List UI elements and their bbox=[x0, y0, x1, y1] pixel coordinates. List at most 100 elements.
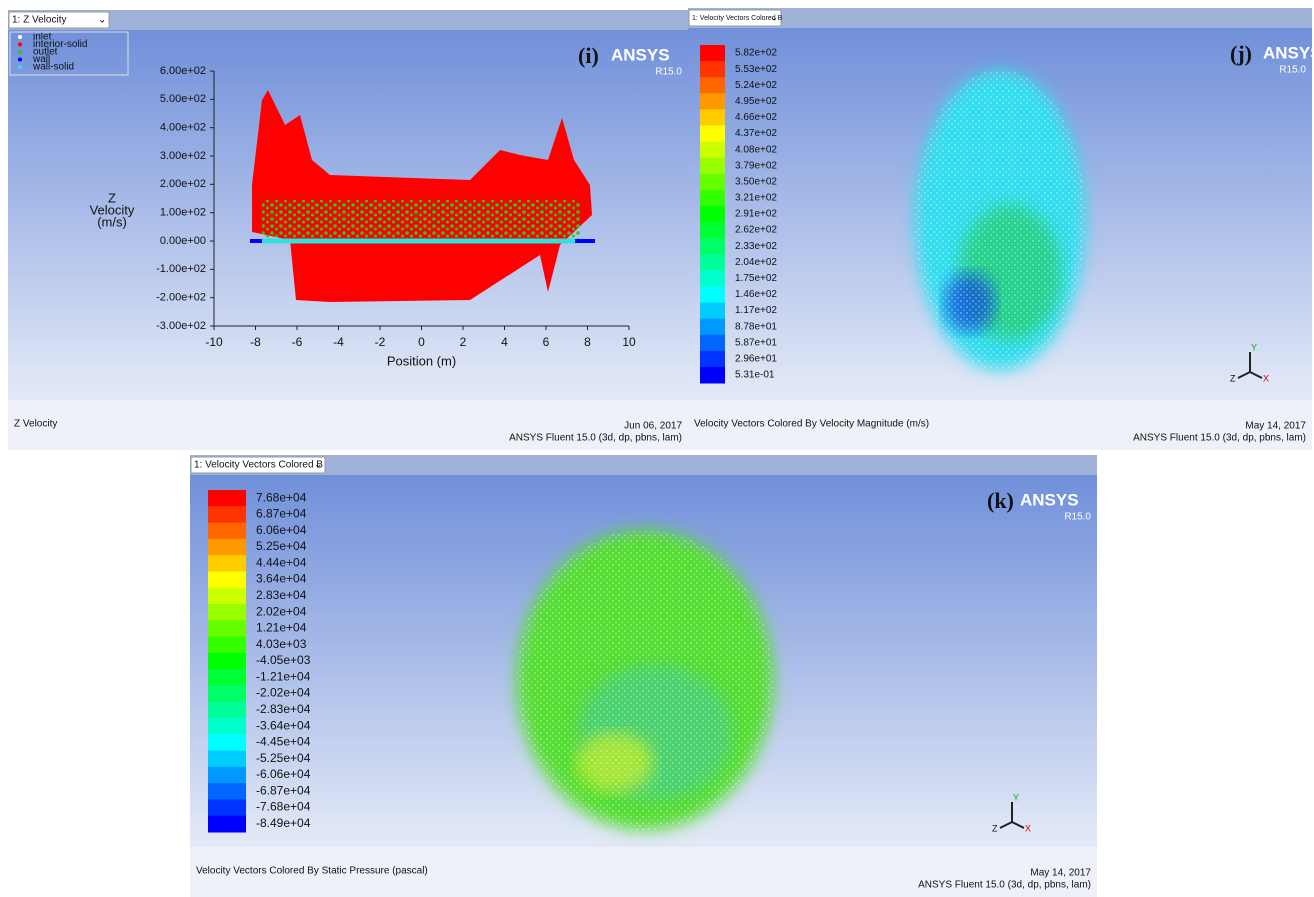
colorbar-swatch bbox=[700, 270, 725, 287]
triad-label: Z bbox=[992, 823, 998, 833]
colorbar-swatch bbox=[208, 506, 246, 523]
colorbar-swatch bbox=[208, 767, 246, 784]
colorbar-label: 4.37e+02 bbox=[735, 128, 777, 139]
colorbar-swatch bbox=[208, 539, 246, 556]
colorbar-label: 2.62e+02 bbox=[735, 225, 777, 236]
panel-label: (i) bbox=[578, 43, 599, 68]
colorbar-swatch bbox=[208, 718, 246, 735]
y-tick-label: 1.00e+02 bbox=[160, 207, 206, 219]
colorbar-label: -6.06e+04 bbox=[256, 767, 311, 781]
colorbar-label: -5.25e+04 bbox=[256, 751, 311, 765]
colorbar-label: 4.44e+04 bbox=[256, 555, 307, 569]
colorbar-swatch bbox=[700, 109, 725, 126]
x-tick-label: -6 bbox=[292, 335, 303, 349]
colorbar-swatch bbox=[700, 61, 725, 78]
colorbar-swatch bbox=[208, 669, 246, 686]
y-tick-label: 0.00e+00 bbox=[160, 235, 206, 247]
colorbar-label: 7.68e+04 bbox=[256, 490, 307, 504]
colorbar-label: 5.82e+02 bbox=[735, 48, 777, 59]
dropdown-arrow: ⌄ bbox=[314, 460, 322, 471]
footer-solver: ANSYS Fluent 15.0 (3d, dp, pbns, lam) bbox=[918, 880, 1091, 891]
colorbar-label: 5.25e+04 bbox=[256, 539, 307, 553]
colorbar-swatch bbox=[208, 523, 246, 540]
x-tick-label: 2 bbox=[460, 335, 467, 349]
colorbar-swatch bbox=[208, 751, 246, 768]
colorbar-swatch bbox=[700, 77, 725, 94]
colorbar-swatch bbox=[208, 799, 246, 816]
colorbar-label: 1.17e+02 bbox=[735, 305, 777, 316]
colorbar-swatch bbox=[208, 734, 246, 751]
colorbar-swatch bbox=[208, 653, 246, 670]
colorbar-swatch bbox=[208, 637, 246, 654]
colorbar-label: 2.91e+02 bbox=[735, 209, 777, 220]
colorbar-swatch bbox=[208, 604, 246, 621]
colorbar-swatch bbox=[208, 783, 246, 800]
colorbar-swatch bbox=[700, 174, 725, 191]
colorbar-swatch bbox=[208, 490, 246, 507]
triad-label: X bbox=[1263, 373, 1269, 383]
dropdown-text: 1: Z Velocity bbox=[12, 15, 66, 26]
x-tick-label: -8 bbox=[250, 335, 261, 349]
x-tick-label: 8 bbox=[584, 335, 591, 349]
screenshot: 1: Z Velocity ⌄ (i) ANSYS R15.0 Z Velocity Jun… bbox=[0, 0, 1314, 897]
y-tick-label: -2.00e+02 bbox=[156, 292, 206, 304]
legend-entry: wall-solid bbox=[32, 62, 74, 73]
colorbar-label: 4.66e+02 bbox=[735, 112, 777, 123]
footer-solver: ANSYS Fluent 15.0 (3d, dp, pbns, lam) bbox=[1133, 433, 1306, 444]
colorbar-swatch bbox=[208, 685, 246, 702]
y-tick-label: 2.00e+02 bbox=[160, 178, 206, 190]
colorbar-label: -2.02e+04 bbox=[256, 686, 311, 700]
x-tick-label: 6 bbox=[543, 335, 550, 349]
brand: ANSYS bbox=[1263, 43, 1314, 62]
colorbar-swatch bbox=[700, 303, 725, 320]
footer-left: Z Velocity bbox=[14, 419, 57, 430]
colorbar-swatch bbox=[208, 620, 246, 637]
colorbar-swatch bbox=[700, 319, 725, 336]
colorbar-label: 5.31e-01 bbox=[735, 370, 775, 381]
colorbar-swatch bbox=[700, 125, 725, 142]
colorbar-label: -6.87e+04 bbox=[256, 783, 311, 797]
y-tick-label: 4.00e+02 bbox=[160, 122, 206, 134]
colorbar-label: 3.50e+02 bbox=[735, 176, 777, 187]
colorbar-label: 3.21e+02 bbox=[735, 193, 777, 204]
x-tick-label: -10 bbox=[205, 335, 223, 349]
colorbar-swatch bbox=[700, 351, 725, 368]
colorbar-swatch bbox=[208, 555, 246, 572]
y-tick-label: 6.00e+02 bbox=[160, 65, 206, 77]
colorbar-label: -1.21e+04 bbox=[256, 669, 311, 683]
footer-date: May 14, 2017 bbox=[1030, 868, 1091, 879]
colorbar-label: -2.83e+04 bbox=[256, 702, 311, 716]
colorbar-label: -4.05e+03 bbox=[256, 653, 311, 667]
dropdown-text: 1: Velocity Vectors Colored B bbox=[692, 15, 783, 22]
brand: ANSYS bbox=[611, 45, 670, 64]
colorbar-swatch bbox=[700, 286, 725, 303]
colorbar-label: 4.03e+03 bbox=[256, 637, 307, 651]
colorbar-label: -3.64e+04 bbox=[256, 718, 311, 732]
colorbar-swatch bbox=[700, 190, 725, 207]
footer-date: Jun 06, 2017 bbox=[624, 421, 682, 432]
colorbar-swatch bbox=[700, 45, 725, 62]
version: R15.0 bbox=[1064, 512, 1091, 523]
colorbar-label: 1.75e+02 bbox=[735, 273, 777, 284]
colorbar-swatch bbox=[208, 816, 246, 833]
colorbar-swatch bbox=[208, 702, 246, 719]
outlet-points bbox=[262, 200, 580, 242]
header-bar bbox=[8, 10, 688, 30]
colorbar-swatch bbox=[700, 367, 725, 384]
colorbar-label: 2.02e+04 bbox=[256, 604, 307, 618]
colorbar-label: 5.87e+01 bbox=[735, 337, 777, 348]
brand: ANSYS bbox=[1020, 490, 1079, 509]
colorbar-label: 2.04e+02 bbox=[735, 257, 777, 268]
y-axis-label: (m/s) bbox=[97, 214, 127, 229]
colorbar-swatch bbox=[700, 222, 725, 239]
colorbar-label: 3.64e+04 bbox=[256, 572, 307, 586]
colorbar-swatch bbox=[700, 238, 725, 255]
panels: 1: Z Velocity ⌄ (i) ANSYS R15.0 Z Velocity Jun… bbox=[8, 8, 1314, 897]
y-tick-label: -1.00e+02 bbox=[156, 263, 206, 275]
footer-date: May 14, 2017 bbox=[1245, 421, 1306, 432]
triad-label: X bbox=[1025, 823, 1031, 833]
colorbar-label: 1.46e+02 bbox=[735, 289, 777, 300]
panel: 1: Velocity Vectors Colored B⌄(j)ANSYSR1… bbox=[688, 8, 1314, 450]
panel-label: (k) bbox=[987, 488, 1014, 513]
